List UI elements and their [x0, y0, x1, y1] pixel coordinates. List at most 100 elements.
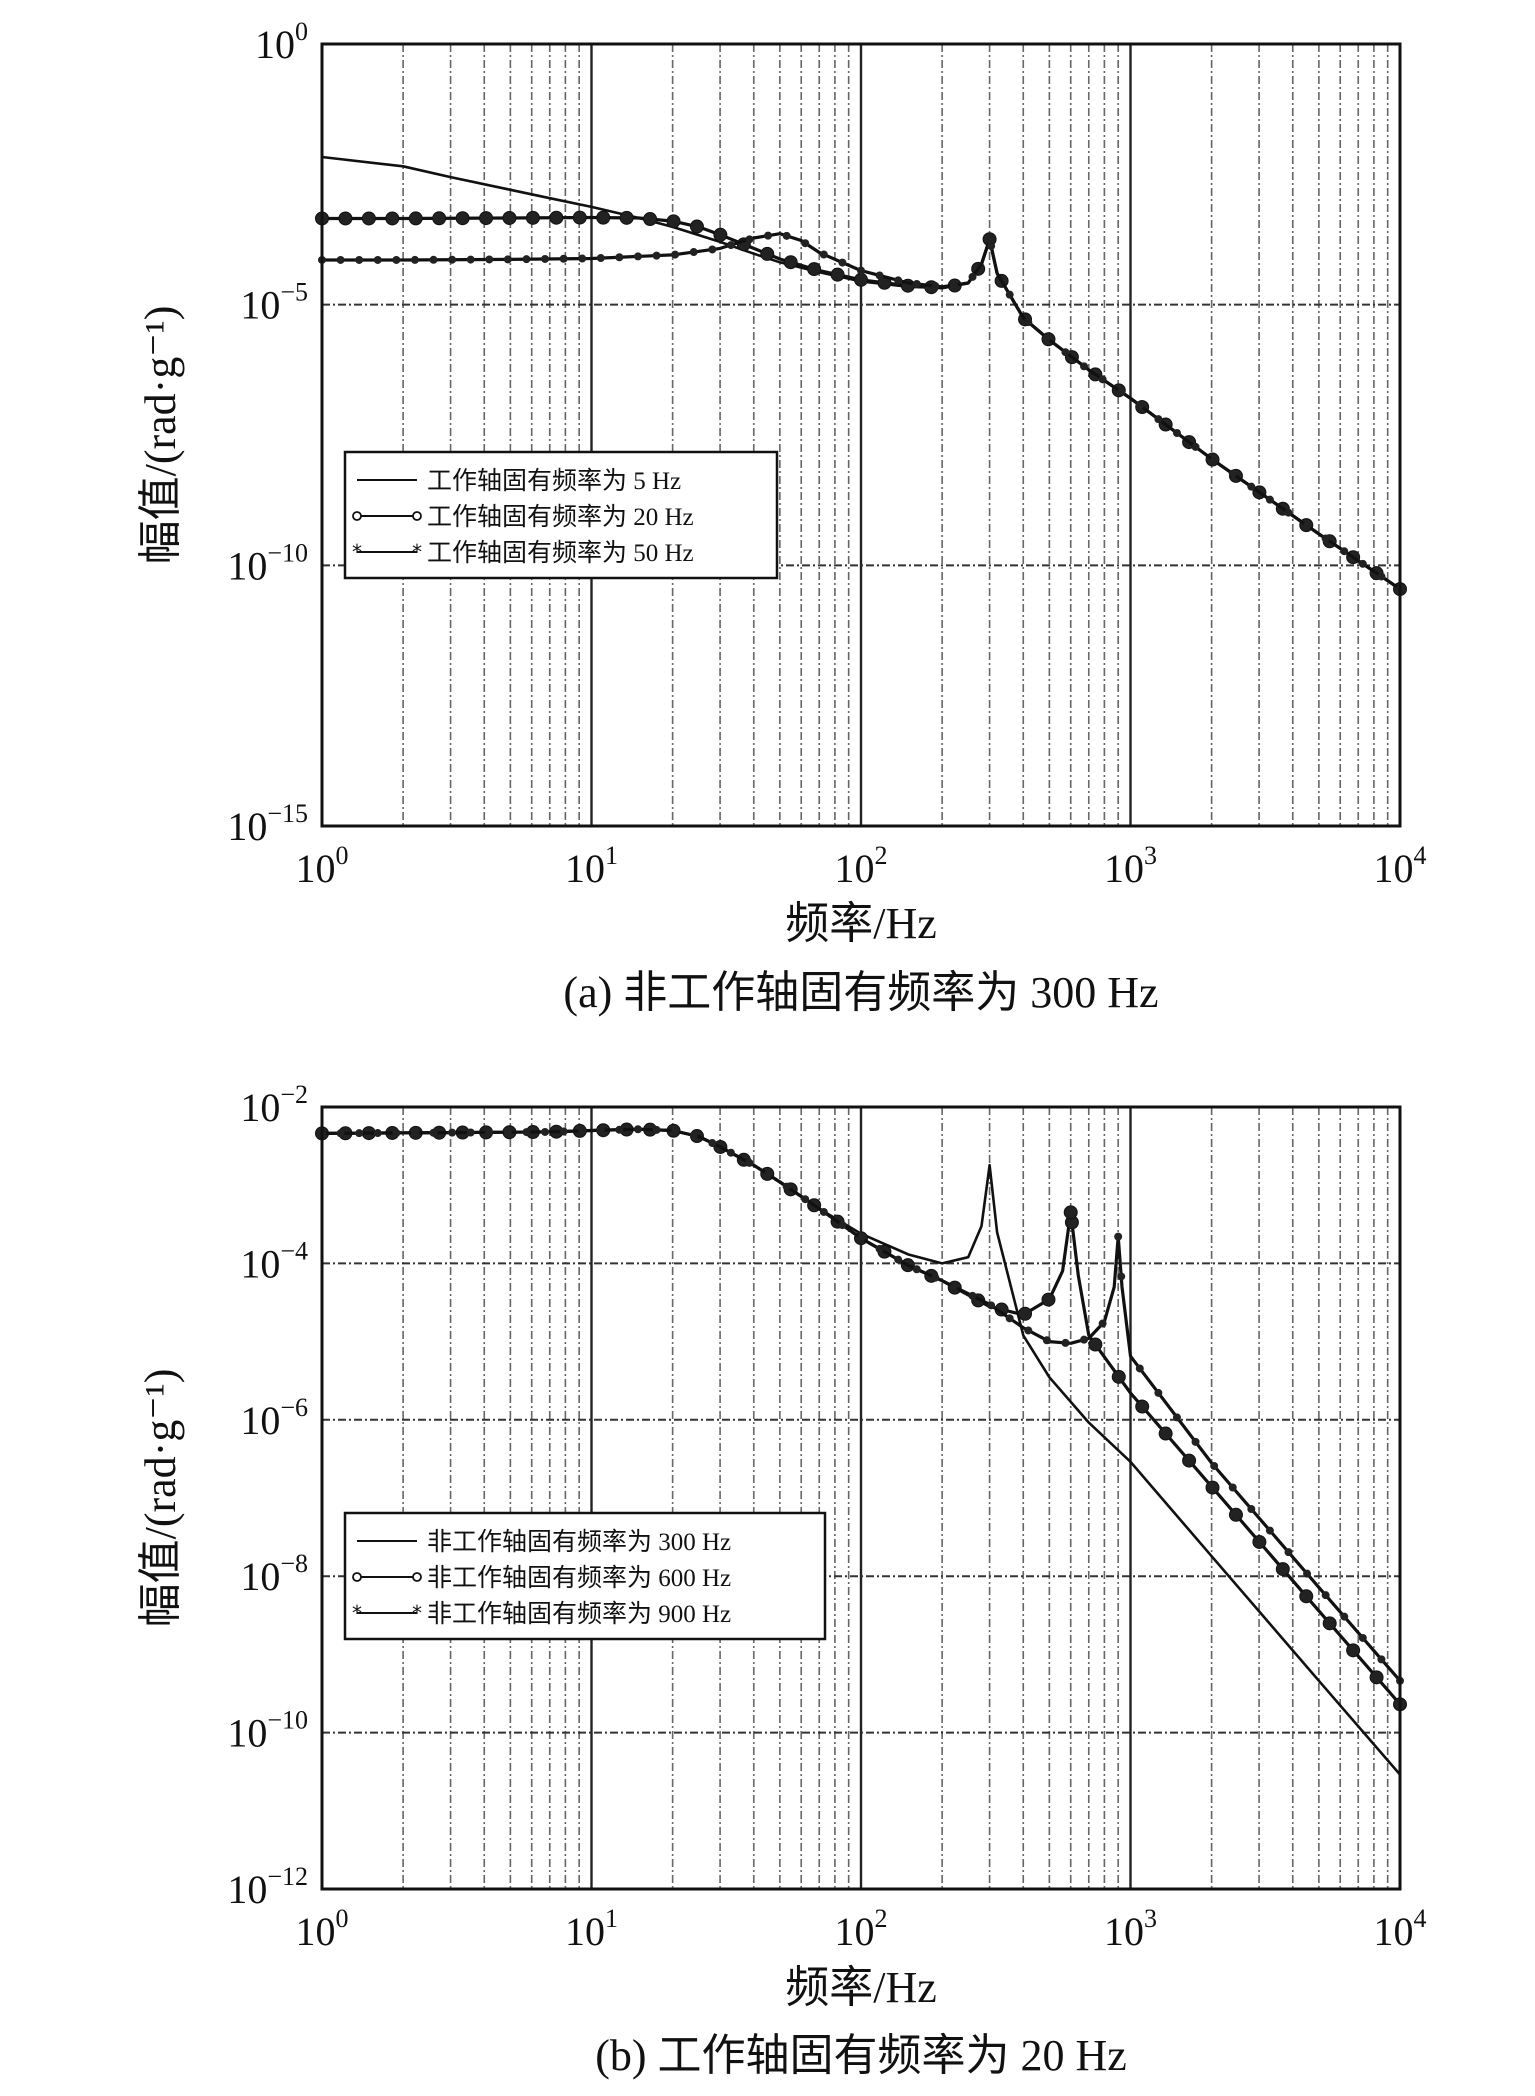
- data-point-marker: [949, 281, 958, 290]
- data-point-marker: [745, 1158, 754, 1167]
- data-point-marker: [689, 219, 704, 234]
- y-tick-label: 10−10: [227, 1706, 308, 1756]
- grid-a: [322, 44, 1400, 826]
- data-point-marker: [854, 272, 868, 287]
- y-tick-label: 10−8: [240, 1549, 308, 1599]
- data-point-marker: [1158, 1426, 1173, 1441]
- y-tick-exponent: −4: [280, 1236, 308, 1265]
- legend-label: 非工作轴固有频率为 900 Hz: [427, 1600, 731, 1628]
- x-tick-base: 10: [1374, 1909, 1414, 1954]
- legend-item: 工作轴固有频率为 5 Hz: [357, 467, 681, 495]
- data-point-marker: [726, 241, 735, 250]
- data-point-marker: [432, 211, 447, 226]
- data-point-marker: [1321, 1591, 1330, 1600]
- data-point-marker: [549, 210, 564, 225]
- data-point-marker: [448, 255, 457, 264]
- data-point-marker: [1080, 362, 1089, 371]
- legend-marker: [412, 1572, 422, 1582]
- data-point-marker: [1182, 1453, 1197, 1468]
- legend-item: 非工作轴固有频率为 300 Hz: [357, 1528, 731, 1556]
- data-point-marker: [410, 1128, 419, 1137]
- y-tick-label: 10−10: [227, 538, 308, 588]
- y-tick-exponent: −10: [267, 1706, 308, 1735]
- y-tick-base: 10: [227, 804, 267, 849]
- x-tick-exponent: 0: [336, 1904, 349, 1933]
- data-point-marker: [355, 255, 364, 264]
- data-point-marker: [1191, 1437, 1200, 1446]
- legend-label: 非工作轴固有频率为 600 Hz: [427, 1564, 731, 1592]
- legend-item: * * 非工作轴固有频率为 900 Hz: [352, 1600, 731, 1628]
- y-tick-base: 10: [240, 1554, 280, 1599]
- legend-item: * * 工作轴固有频率为 50 Hz: [352, 539, 694, 567]
- data-point-marker: [894, 1255, 903, 1264]
- data-point-marker: [671, 250, 680, 259]
- data-point-marker: [1063, 1205, 1078, 1220]
- data-point-marker: [1172, 1413, 1181, 1422]
- data-point-marker: [541, 254, 550, 263]
- data-point-marker: [949, 1282, 958, 1291]
- data-point-marker: [373, 1129, 382, 1138]
- data-point-marker: [1299, 1589, 1314, 1604]
- data-point-marker: [1303, 1569, 1312, 1578]
- data-point-marker: [912, 279, 921, 288]
- data-point-marker: [801, 239, 810, 248]
- data-point-marker: [1247, 482, 1256, 491]
- data-point-marker: [764, 1170, 773, 1179]
- y-tick-label: 10−4: [240, 1236, 308, 1286]
- data-point-marker: [1303, 521, 1312, 530]
- data-point-marker: [1210, 1461, 1219, 1470]
- data-point-marker: [819, 250, 828, 259]
- data-point-marker: [1210, 456, 1219, 465]
- series-a-3: [318, 231, 1404, 594]
- data-point-marker: [801, 1195, 810, 1204]
- data-point-marker: [1024, 318, 1033, 327]
- legend-marker: [412, 511, 422, 521]
- plot-frame-a: [320, 42, 1402, 828]
- data-point-marker: [987, 242, 996, 251]
- data-point-marker: [1340, 1612, 1349, 1621]
- x-tick-base: 10: [1104, 1909, 1144, 1954]
- data-point-marker: [619, 210, 634, 225]
- data-point-marker: [338, 211, 353, 226]
- legend-marker: [352, 511, 362, 521]
- data-point-marker: [807, 262, 822, 277]
- y-tick-exponent: −10: [267, 538, 308, 567]
- data-point-marker: [466, 1128, 475, 1137]
- data-point-marker: [1205, 1480, 1220, 1495]
- y-tick-exponent: 0: [295, 17, 308, 46]
- x-tick-label: 100: [296, 1904, 349, 1954]
- x-tick-label: 103: [1104, 1904, 1157, 1954]
- x-tick-exponent: 3: [1144, 841, 1157, 870]
- data-point-marker: [1247, 1505, 1256, 1514]
- data-point-marker: [596, 254, 605, 263]
- data-point-marker: [1041, 1292, 1056, 1307]
- data-point-marker: [578, 254, 587, 263]
- x-tick-exponent: 1: [605, 1904, 618, 1933]
- x-tick-exponent: 3: [1144, 1904, 1157, 1933]
- y-tick-base: 10: [227, 543, 267, 588]
- data-point-marker: [522, 1128, 531, 1137]
- data-point-marker: [336, 1129, 345, 1138]
- data-point-marker: [336, 255, 345, 264]
- data-point-marker: [503, 255, 512, 264]
- data-point-marker: [1275, 1562, 1290, 1577]
- x-tick-exponent: 4: [1414, 1904, 1427, 1933]
- data-point-marker: [1080, 1335, 1089, 1344]
- data-point-marker: [559, 254, 568, 263]
- data-point-marker: [783, 255, 798, 270]
- data-point-marker: [1321, 534, 1330, 543]
- x-tick-label: 102: [835, 1904, 888, 1954]
- data-point-marker: [410, 255, 419, 264]
- data-point-marker: [968, 272, 977, 281]
- y-tick-base: 10: [240, 1241, 280, 1286]
- data-point-marker: [894, 276, 903, 285]
- plot-frame-b: [320, 1105, 1402, 1891]
- data-point-marker: [1005, 1314, 1014, 1323]
- series-layer-b: [315, 1122, 1407, 1776]
- data-point-marker: [652, 1125, 661, 1134]
- data-point-marker: [596, 210, 611, 225]
- legend-label: 非工作轴固有频率为 300 Hz: [427, 1528, 731, 1556]
- data-point-marker: [726, 1148, 735, 1157]
- y-axis-label-a: 幅值/(rad·g⁻¹): [136, 306, 185, 565]
